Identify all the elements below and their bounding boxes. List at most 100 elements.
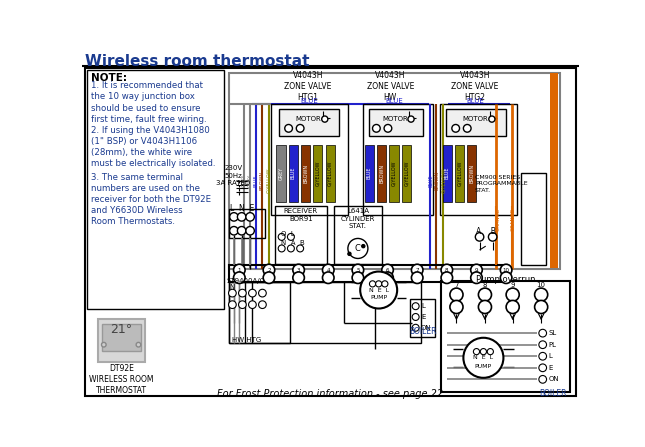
Text: V4043H
ZONE VALVE
HTG1: V4043H ZONE VALVE HTG1 [284,71,332,102]
Text: Pump overrun: Pump overrun [476,274,535,284]
Bar [334,206,382,264]
Bar [467,144,477,202]
Text: DT92E
WIRELESS ROOM
THERMOSTAT: DT92E WIRELESS ROOM THERMOSTAT [89,364,154,395]
Bar [550,73,558,268]
Circle shape [382,281,388,287]
Text: Wireless room thermostat: Wireless room thermostat [84,55,309,69]
Bar [271,104,348,215]
Text: 7: 7 [415,267,419,273]
Circle shape [539,341,546,349]
Circle shape [233,272,245,283]
Circle shape [481,349,486,355]
Circle shape [348,252,351,255]
Text: V4043H
ZONE VALVE
HTG2: V4043H ZONE VALVE HTG2 [451,71,499,102]
Circle shape [489,116,495,122]
Text: 1: 1 [237,267,241,273]
Circle shape [535,288,548,301]
Circle shape [441,272,453,283]
Circle shape [230,213,238,221]
Circle shape [408,116,414,122]
Text: C: C [355,244,361,253]
Circle shape [237,227,246,235]
Text: HW HTG: HW HTG [232,337,262,343]
Circle shape [471,264,482,276]
Text: N  E  L: N E L [473,355,493,360]
Bar [521,173,546,266]
Text: BOILER: BOILER [539,388,566,397]
Text: 230V
50Hz
3A RATED: 230V 50Hz 3A RATED [216,165,250,186]
Circle shape [450,300,463,313]
Text: BLUE: BLUE [291,167,295,179]
Bar [446,109,506,136]
Circle shape [237,213,246,221]
Text: MOTOR: MOTOR [296,116,321,122]
Circle shape [384,124,392,132]
Text: CM900 SERIES
PROGRAMMABLE
STAT.: CM900 SERIES PROGRAMMABLE STAT. [475,175,528,193]
Bar [390,144,399,202]
Text: BLUE: BLUE [444,167,450,179]
Text: G/YELLOW: G/YELLOW [441,168,446,194]
Bar [441,104,517,215]
Circle shape [506,288,519,301]
Text: ON: ON [421,325,432,331]
Text: G/YELLOW: G/YELLOW [392,160,397,186]
Circle shape [370,281,375,287]
Bar [228,282,290,343]
Circle shape [463,124,471,132]
Text: PUMP: PUMP [475,364,492,369]
Bar [276,144,286,202]
Circle shape [259,301,266,308]
Circle shape [136,342,141,347]
Text: 5: 5 [356,267,360,273]
Bar [441,281,570,392]
Circle shape [382,272,393,283]
Circle shape [539,352,546,360]
Bar [97,319,145,362]
Circle shape [278,233,285,240]
Text: G/YELLOW: G/YELLOW [404,160,409,186]
Text: E: E [421,314,426,320]
Bar [402,144,411,202]
Text: ORANGE: ORANGE [495,207,501,231]
Bar [442,144,452,202]
Text: BROWN: BROWN [260,171,265,190]
Text: BLUE: BLUE [428,174,433,187]
Circle shape [475,233,484,241]
Text: SL: SL [549,330,557,336]
Circle shape [539,364,546,371]
Circle shape [233,264,245,276]
Bar [228,209,266,238]
Circle shape [412,324,419,331]
Circle shape [288,233,294,240]
Bar [363,104,433,215]
Text: 9: 9 [475,267,478,273]
Circle shape [259,289,266,297]
Text: 8: 8 [482,283,487,288]
Circle shape [293,264,304,276]
Text: BROWN: BROWN [379,164,384,182]
Text: BROWN: BROWN [435,171,440,190]
Circle shape [239,289,246,297]
Text: BOILER: BOILER [409,327,436,336]
Circle shape [452,124,459,132]
Text: G/YELLOW: G/YELLOW [328,160,333,186]
Circle shape [441,264,453,276]
Text: 7: 7 [454,283,459,288]
Text: 2: 2 [267,267,271,273]
Bar [228,265,506,282]
Circle shape [263,272,275,283]
Circle shape [535,300,548,313]
Text: ORANGE: ORANGE [551,157,557,181]
Text: A    B: A B [477,227,497,236]
Bar [410,299,435,337]
Circle shape [473,349,479,355]
Text: NOTE:: NOTE: [91,73,126,83]
Circle shape [382,264,393,276]
Bar [365,144,374,202]
Text: ST9400A/C: ST9400A/C [227,278,265,284]
Circle shape [362,245,365,248]
Circle shape [471,272,482,283]
Circle shape [412,303,419,310]
Text: ORANGE: ORANGE [511,207,516,231]
Text: 4: 4 [326,267,330,273]
